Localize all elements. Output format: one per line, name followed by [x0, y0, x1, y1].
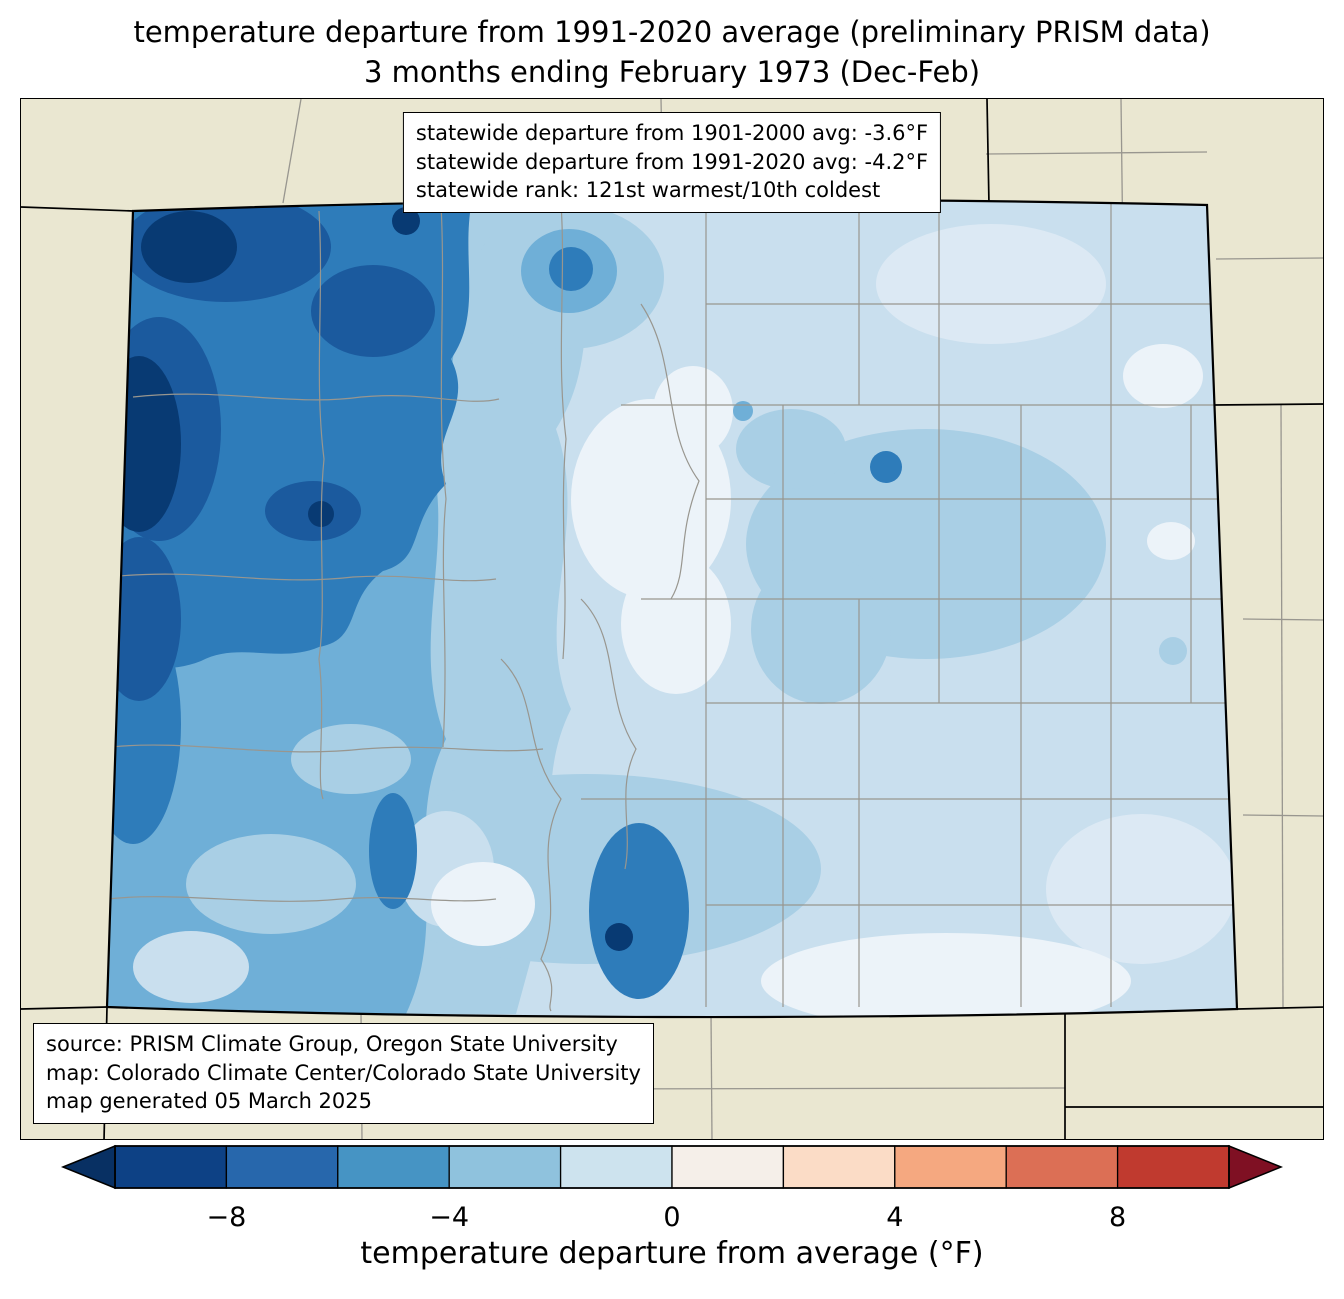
colorbar-segments — [114, 1145, 1230, 1189]
colorbar-over-arrow — [1228, 1144, 1284, 1190]
stat-line-rank: statewide rank: 121st warmest/10th colde… — [415, 178, 881, 203]
colorbar-segment — [114, 1145, 228, 1189]
figure-title: temperature departure from 1991-2020 ave… — [0, 12, 1344, 92]
colorbar-axis-label: temperature departure from average (°F) — [360, 1236, 984, 1271]
colorbar-tick-labels: −8 −4 0 4 8 — [206, 1202, 1126, 1233]
colorbar-tick-label: −4 — [429, 1202, 469, 1233]
colorbar-outline — [114, 1145, 1230, 1189]
colorbar-segment — [782, 1145, 896, 1189]
temperature-contours — [107, 199, 1237, 1018]
title-line-2: 3 months ending February 1973 (Dec-Feb) — [363, 55, 981, 90]
colorbar-segment — [559, 1145, 673, 1189]
colorbar-tick-label: 8 — [1109, 1202, 1126, 1233]
colorbar-segment — [337, 1145, 450, 1189]
generated-date-line: map generated 05 March 2025 — [46, 1089, 373, 1114]
colorbar-segment — [894, 1145, 1007, 1189]
title-line-1: temperature departure from 1991-2020 ave… — [133, 15, 1211, 49]
colorbar: −8 −4 0 4 8 — [0, 1138, 1344, 1238]
map-panel: statewide departure from 1901-2000 avg: … — [20, 98, 1324, 1140]
colorbar-svg: −8 −4 0 4 8 — [60, 1144, 1284, 1233]
source-line: source: PRISM Climate Group, Oregon Stat… — [46, 1032, 618, 1057]
colorbar-segment — [448, 1145, 562, 1189]
colorbar-under-arrow — [60, 1144, 116, 1190]
colorbar-segment — [225, 1145, 339, 1189]
colorbar-tick-label: 4 — [886, 1202, 903, 1233]
map-credit-line: map: Colorado Climate Center/Colorado St… — [46, 1060, 641, 1085]
map-svg — [21, 99, 1323, 1139]
source-box: source: PRISM Climate Group, Oregon Stat… — [33, 1023, 654, 1124]
stat-line-1991-2020: statewide departure from 1991-2020 avg: … — [415, 149, 929, 174]
statewide-stats-box: statewide departure from 1901-2000 avg: … — [402, 112, 942, 213]
colorbar-segment — [671, 1145, 785, 1189]
colorbar-segment — [1116, 1145, 1230, 1189]
colorado-county-borders — [107, 202, 1233, 1012]
colorbar-tick-label: −8 — [206, 1202, 246, 1233]
stat-line-1901-2000: statewide departure from 1901-2000 avg: … — [415, 121, 929, 145]
colorbar-tick-label: 0 — [663, 1202, 680, 1233]
colorbar-segment — [1005, 1145, 1119, 1189]
